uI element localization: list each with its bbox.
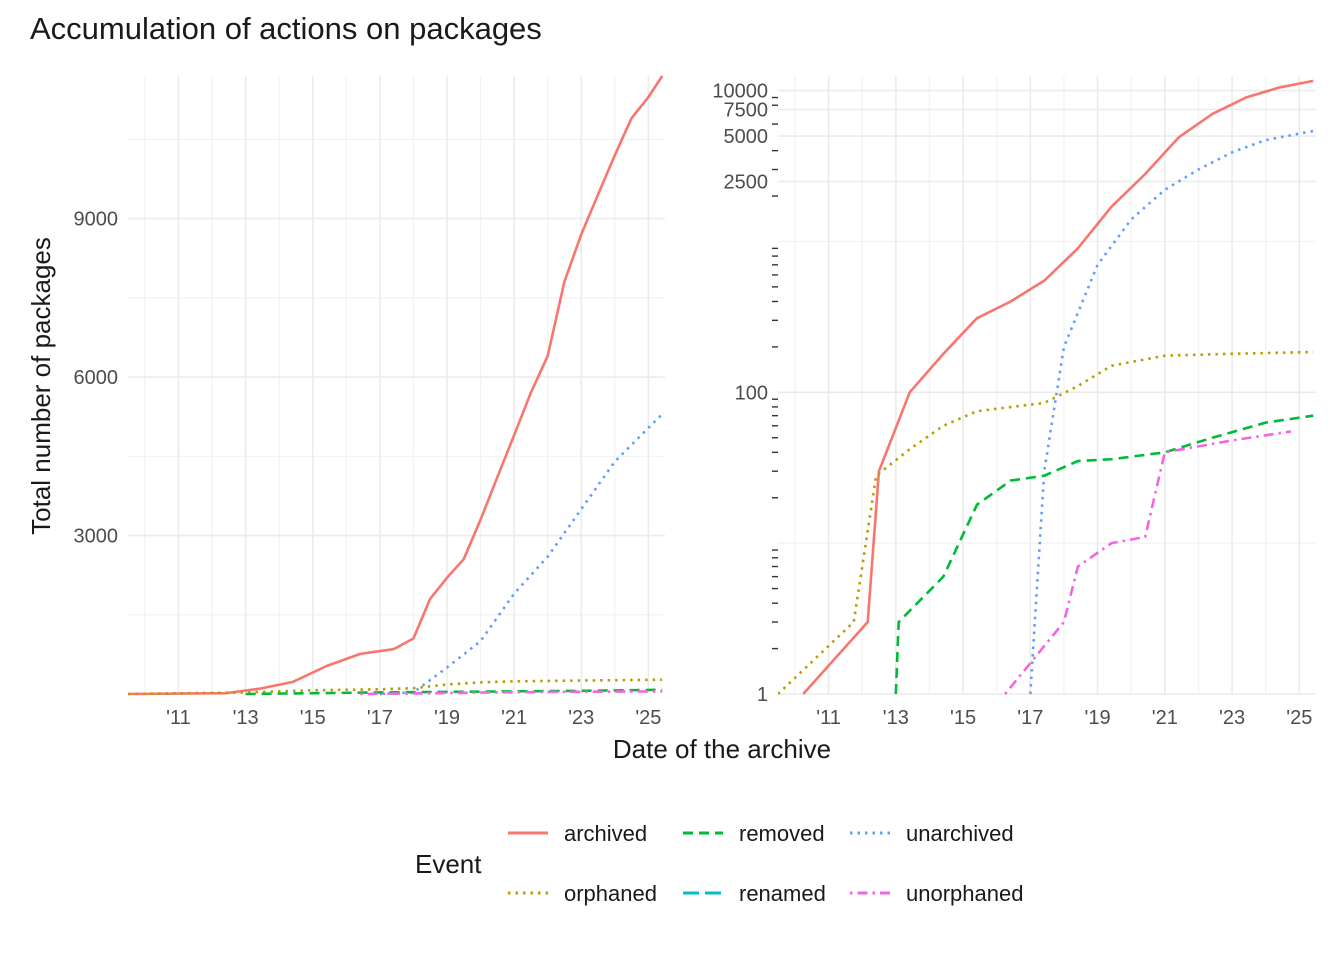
x-tick-label: '13 [883, 707, 909, 729]
x-tick-label: '17 [367, 707, 393, 729]
y-tick-label: 3000 [74, 526, 119, 548]
legend-label-unorphaned: unorphaned [906, 881, 1023, 906]
legend-title: Event [415, 849, 482, 879]
y-tick-label: 100 [735, 382, 768, 404]
series-line-removed [245, 688, 663, 696]
series-line-unarchived [379, 413, 664, 696]
x-tick-label: '23 [1219, 707, 1245, 729]
y-tick-label: 9000 [74, 209, 119, 231]
x-tick-label: '11 [166, 707, 191, 729]
x-tick-label: '25 [1286, 707, 1312, 729]
y-tick-label: 7500 [724, 99, 769, 121]
x-tick-label: '25 [635, 707, 661, 729]
x-tick-label: '19 [434, 707, 460, 729]
series-line-orphaned [778, 350, 1314, 695]
x-tick-label: '21 [501, 707, 527, 729]
series-line-unarchived [1029, 129, 1314, 695]
x-tick-label: '15 [300, 707, 326, 729]
series-group [778, 79, 1314, 695]
x-tick-label: '21 [1152, 707, 1178, 729]
legend-label-orphaned: orphaned [564, 881, 657, 906]
x-tick-label: '19 [1085, 707, 1111, 729]
chart-title: Accumulation of actions on packages [30, 11, 542, 46]
series-line-unorphaned [360, 690, 663, 696]
series-line-orphaned [128, 678, 663, 696]
y-tick-label: 2500 [724, 171, 769, 193]
y-tick-label: 1 [757, 684, 768, 706]
y-tick-label: 6000 [74, 367, 119, 389]
legend-label-unarchived: unarchived [906, 821, 1014, 846]
panel-linear: 3000 6000 9000 '11 '13 '15 '17 '19 '21 '23 '25 [74, 75, 665, 729]
x-tick-label: '17 [1017, 707, 1043, 729]
legend: Event archived removed unarchived orphaned r… [415, 821, 1023, 906]
legend-label-renamed: renamed [739, 881, 826, 906]
y-axis-label: Total number of packages [26, 237, 56, 535]
x-tick-label: '11 [816, 707, 841, 729]
x-axis-label: Date of the archive [613, 734, 831, 764]
series-group [128, 75, 664, 696]
x-tick-label: '13 [233, 707, 259, 729]
series-line-archived [802, 79, 1314, 695]
series-line-removed [894, 414, 1314, 695]
x-tick-label: '23 [568, 707, 594, 729]
y-tick-label: 10000 [712, 81, 768, 103]
y-tick-label: 5000 [724, 126, 769, 148]
legend-label-removed: removed [739, 821, 825, 846]
legend-label-archived: archived [564, 821, 647, 846]
series-line-unorphaned [1004, 430, 1292, 695]
x-tick-label: '15 [950, 707, 976, 729]
series-line-archived [128, 75, 664, 696]
